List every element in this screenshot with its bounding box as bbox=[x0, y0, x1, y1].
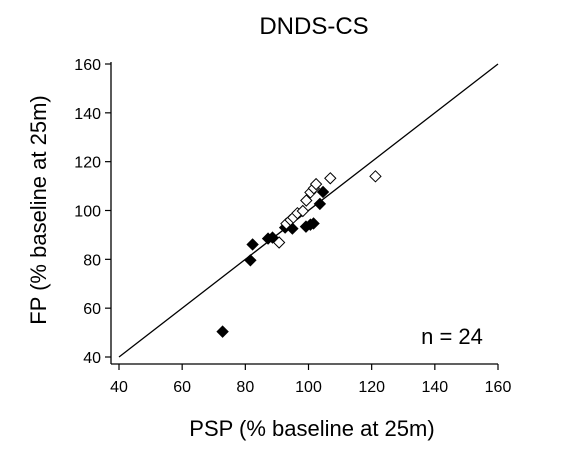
y-tick-label: 160 bbox=[74, 57, 101, 74]
data-point-filled bbox=[307, 217, 320, 230]
chart-title: DNDS-CS bbox=[259, 13, 368, 40]
data-point-open bbox=[369, 170, 382, 183]
sample-size-annotation: n = 24 bbox=[421, 324, 483, 349]
plot-area: 40 60 80 100 120 140 160 40 60 80 100 120 140 160 bbox=[74, 57, 511, 396]
y-tick-label: 140 bbox=[74, 106, 101, 123]
data-point-filled bbox=[246, 238, 259, 251]
y-axis-label: FP (% baseline at 25m) bbox=[26, 95, 51, 324]
y-tick-label: 120 bbox=[74, 155, 101, 172]
data-point-filled bbox=[313, 197, 327, 211]
x-tick-label: 100 bbox=[295, 379, 322, 396]
data-point-open bbox=[272, 236, 286, 249]
x-tick-label: 40 bbox=[110, 379, 128, 396]
x-tick-label: 160 bbox=[485, 379, 512, 396]
y-tick-label: 80 bbox=[83, 252, 101, 269]
y-tick-label: 40 bbox=[83, 350, 101, 367]
x-tick-label: 120 bbox=[358, 379, 385, 396]
data-point-open bbox=[300, 194, 313, 207]
data-point-open bbox=[309, 177, 323, 191]
x-tick-label: 80 bbox=[236, 379, 254, 396]
x-tick-label: 140 bbox=[421, 379, 448, 396]
y-tick-label: 100 bbox=[74, 204, 101, 221]
x-axis-label: PSP (% baseline at 25m) bbox=[189, 416, 434, 441]
data-point-filled bbox=[244, 254, 257, 267]
data-point-filled bbox=[216, 325, 229, 338]
data-point-filled bbox=[316, 185, 330, 199]
data-point-open bbox=[296, 204, 310, 218]
x-tick-label: 60 bbox=[173, 379, 191, 396]
y-tick-label: 60 bbox=[83, 301, 101, 318]
data-point-open bbox=[324, 172, 337, 185]
